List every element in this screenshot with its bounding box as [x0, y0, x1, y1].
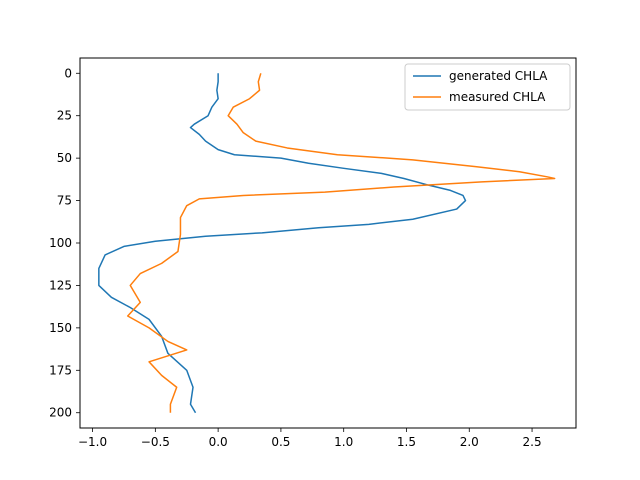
x-tick-label: −1.0 — [78, 435, 107, 449]
y-tick-label: 25 — [57, 109, 72, 123]
x-tick-label: 0.5 — [271, 435, 290, 449]
x-axis: −1.0 −0.5 0.0 0.5 1.0 1.5 2.0 2.5 — [78, 428, 542, 449]
y-axis: 0 25 50 75 100 125 150 175 200 — [49, 66, 80, 420]
legend-box — [404, 63, 571, 111]
y-tick-label: 100 — [49, 236, 72, 250]
series-line-1 — [98, 73, 467, 414]
legend-label: generated CHLA — [449, 69, 548, 83]
x-tick-label: 1.5 — [397, 435, 416, 449]
legend: generated CHLA measured CHLA — [404, 63, 571, 111]
y-tick-label: 50 — [57, 151, 72, 165]
y-tick-label: 200 — [49, 406, 72, 420]
y-tick-label: 75 — [57, 194, 72, 208]
x-tick-label: 1.0 — [334, 435, 353, 449]
series-line-2 — [126, 73, 556, 413]
x-tick-label: −0.5 — [141, 435, 170, 449]
x-tick-label: 0.0 — [209, 435, 228, 449]
y-tick-label: 125 — [49, 278, 72, 292]
y-tick-label: 175 — [49, 363, 72, 377]
y-tick-label: 150 — [49, 321, 72, 335]
y-tick-label: 0 — [64, 66, 72, 80]
series-layer — [98, 73, 556, 414]
x-tick-label: 2.5 — [523, 435, 542, 449]
legend-label: measured CHLA — [449, 90, 546, 104]
x-tick-label: 2.0 — [460, 435, 479, 449]
plot-area — [80, 58, 576, 428]
